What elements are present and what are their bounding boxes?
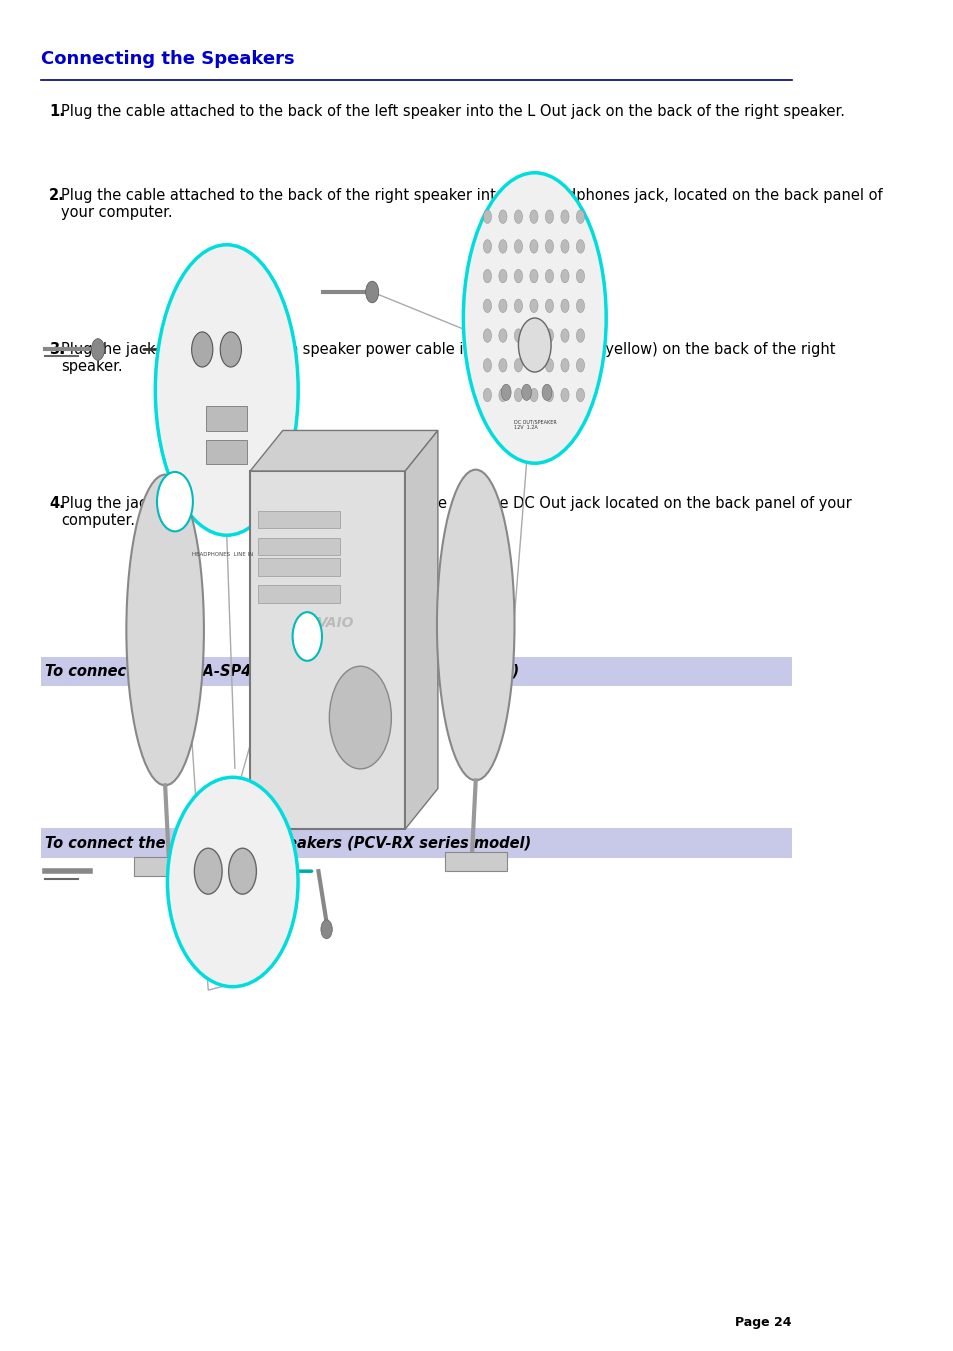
Circle shape — [560, 358, 568, 372]
Ellipse shape — [463, 173, 605, 463]
Circle shape — [521, 384, 531, 400]
Circle shape — [192, 332, 213, 367]
Circle shape — [529, 299, 537, 312]
Circle shape — [545, 328, 553, 342]
Polygon shape — [250, 431, 437, 471]
Circle shape — [529, 328, 537, 342]
Bar — [258, 558, 339, 576]
Circle shape — [576, 239, 584, 253]
Circle shape — [514, 269, 522, 282]
Circle shape — [545, 239, 553, 253]
Text: Page 24: Page 24 — [735, 1316, 791, 1329]
Circle shape — [560, 299, 568, 312]
Circle shape — [498, 299, 506, 312]
Circle shape — [194, 848, 222, 894]
Circle shape — [545, 358, 553, 372]
Circle shape — [91, 339, 105, 361]
Circle shape — [500, 384, 511, 400]
Text: Plug the cable attached to the back of the left speaker into the L Out jack on t: Plug the cable attached to the back of t… — [61, 104, 844, 119]
Circle shape — [483, 358, 491, 372]
Circle shape — [560, 328, 568, 342]
Circle shape — [483, 209, 491, 223]
Circle shape — [514, 209, 522, 223]
Text: Plug the jack end (yellow) of the speaker power cable into the DC In jack (yello: Plug the jack end (yellow) of the speake… — [61, 342, 835, 374]
Text: VAIO: VAIO — [316, 616, 355, 630]
Ellipse shape — [168, 777, 297, 986]
Text: Connecting the Speakers: Connecting the Speakers — [41, 50, 294, 68]
Circle shape — [483, 239, 491, 253]
Circle shape — [320, 920, 332, 939]
Ellipse shape — [126, 474, 204, 785]
Text: 2.: 2. — [49, 188, 65, 203]
Circle shape — [498, 388, 506, 401]
Circle shape — [517, 317, 551, 372]
Bar — [258, 511, 339, 528]
Circle shape — [576, 358, 584, 372]
Text: 1.: 1. — [49, 104, 65, 119]
Bar — [206, 440, 247, 465]
Circle shape — [483, 299, 491, 312]
Circle shape — [545, 299, 553, 312]
Circle shape — [514, 388, 522, 401]
Circle shape — [560, 388, 568, 401]
Circle shape — [545, 269, 553, 282]
Circle shape — [498, 328, 506, 342]
Text: HEADPHONES  LINE IN: HEADPHONES LINE IN — [192, 553, 253, 557]
Circle shape — [498, 358, 506, 372]
FancyBboxPatch shape — [41, 657, 791, 686]
Circle shape — [483, 388, 491, 401]
Circle shape — [545, 388, 553, 401]
Circle shape — [483, 269, 491, 282]
Circle shape — [229, 848, 256, 894]
Circle shape — [498, 269, 506, 282]
Text: Plug the jack end (black) of the speaker power cable into the DC Out jack locate: Plug the jack end (black) of the speaker… — [61, 496, 851, 528]
Circle shape — [560, 269, 568, 282]
FancyBboxPatch shape — [41, 828, 791, 858]
Bar — [258, 585, 339, 603]
Text: 4.: 4. — [49, 496, 65, 511]
Circle shape — [529, 269, 537, 282]
Polygon shape — [405, 431, 437, 830]
Text: 3.: 3. — [49, 342, 65, 357]
Circle shape — [576, 269, 584, 282]
Bar — [206, 407, 247, 431]
Circle shape — [529, 388, 537, 401]
Circle shape — [529, 209, 537, 223]
Circle shape — [514, 299, 522, 312]
FancyBboxPatch shape — [250, 471, 405, 830]
Circle shape — [365, 281, 378, 303]
Bar — [134, 857, 196, 875]
Circle shape — [529, 239, 537, 253]
Circle shape — [576, 328, 584, 342]
Text: To connect the PCVA-SP3A speakers (PCV-RX series model): To connect the PCVA-SP3A speakers (PCV-R… — [45, 835, 531, 851]
Circle shape — [329, 666, 391, 769]
Circle shape — [576, 388, 584, 401]
Ellipse shape — [436, 470, 514, 781]
Circle shape — [483, 328, 491, 342]
Circle shape — [514, 328, 522, 342]
Circle shape — [514, 358, 522, 372]
Bar — [258, 538, 339, 555]
Circle shape — [576, 299, 584, 312]
Circle shape — [560, 209, 568, 223]
Circle shape — [541, 384, 552, 400]
Circle shape — [576, 209, 584, 223]
Text: To connect the PCVA-SP4 speakers (PCV-RZ series model): To connect the PCVA-SP4 speakers (PCV-RZ… — [45, 663, 518, 680]
Text: DC OUT/SPEAKER
12V  1.2A: DC OUT/SPEAKER 12V 1.2A — [514, 419, 557, 430]
Circle shape — [293, 612, 322, 661]
Bar — [444, 852, 506, 871]
Circle shape — [514, 239, 522, 253]
Circle shape — [560, 239, 568, 253]
Circle shape — [529, 358, 537, 372]
Circle shape — [498, 209, 506, 223]
Circle shape — [220, 332, 241, 367]
Circle shape — [498, 239, 506, 253]
Circle shape — [157, 471, 193, 531]
Ellipse shape — [155, 245, 298, 535]
Text: Plug the cable attached to the back of the right speaker into the Headphones jac: Plug the cable attached to the back of t… — [61, 188, 882, 220]
Circle shape — [545, 209, 553, 223]
